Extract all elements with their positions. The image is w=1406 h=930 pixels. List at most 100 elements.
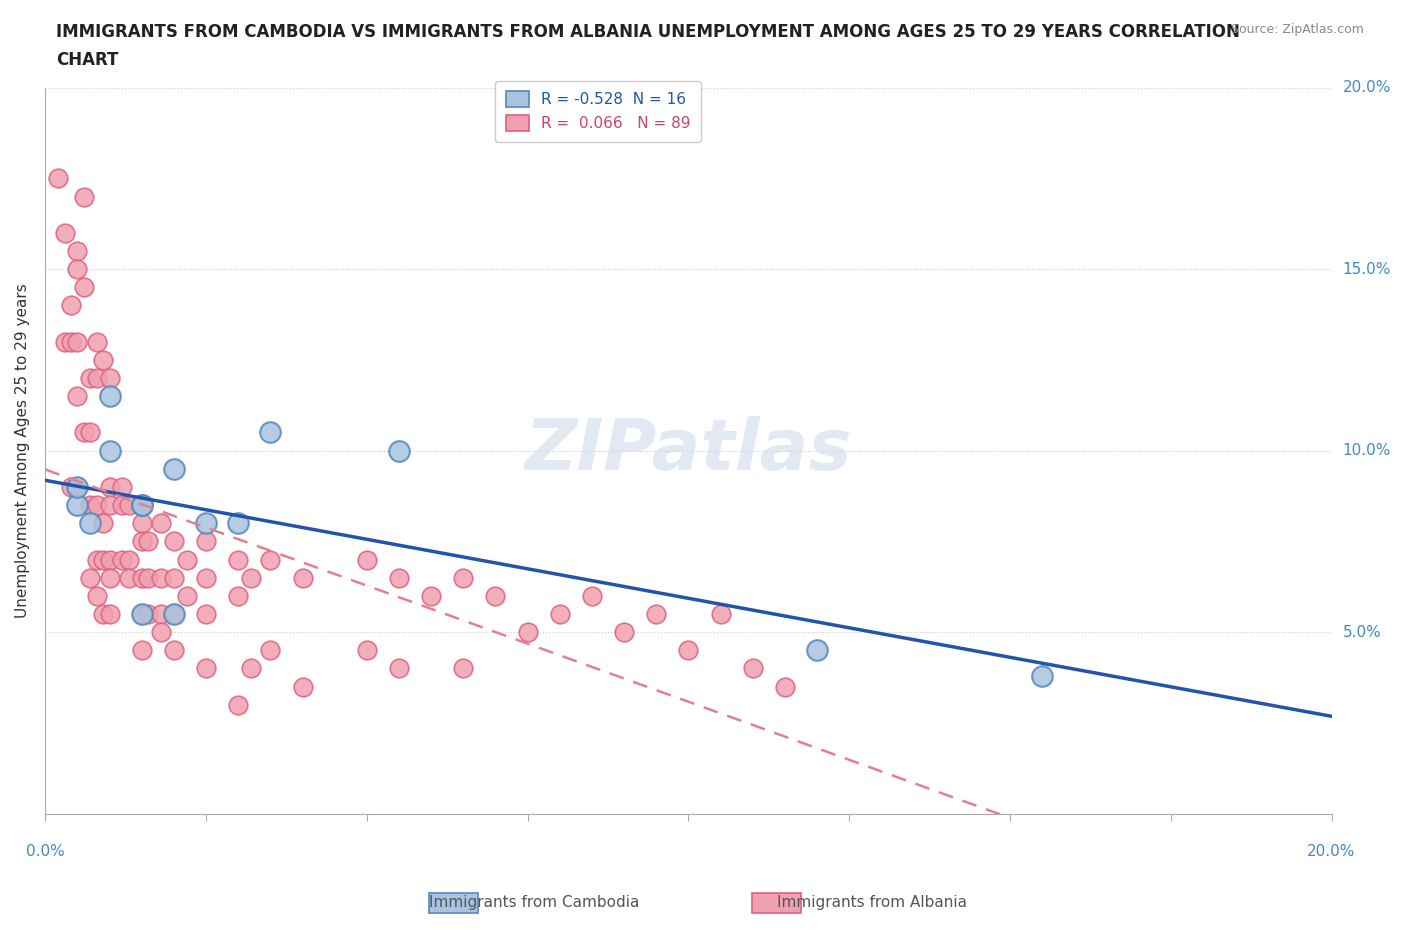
Point bbox=[259, 643, 281, 658]
Point bbox=[548, 606, 571, 621]
Point bbox=[291, 679, 314, 694]
Point bbox=[150, 625, 173, 640]
Point bbox=[131, 606, 153, 621]
Point bbox=[111, 480, 134, 495]
Point bbox=[86, 552, 108, 567]
Point bbox=[388, 661, 411, 676]
Point bbox=[226, 698, 249, 712]
Point bbox=[150, 570, 173, 585]
Point bbox=[66, 244, 89, 259]
Point bbox=[136, 606, 159, 621]
Point bbox=[73, 189, 96, 204]
Point bbox=[226, 516, 249, 531]
Point bbox=[59, 334, 82, 349]
Point bbox=[131, 570, 153, 585]
Point bbox=[98, 370, 121, 385]
Point bbox=[79, 516, 101, 531]
Point bbox=[79, 425, 101, 440]
Point bbox=[136, 534, 159, 549]
Point bbox=[66, 334, 89, 349]
Point bbox=[240, 661, 263, 676]
Point bbox=[613, 625, 636, 640]
Point bbox=[111, 552, 134, 567]
Point bbox=[195, 516, 218, 531]
Point bbox=[98, 606, 121, 621]
Point bbox=[59, 298, 82, 312]
Text: 15.0%: 15.0% bbox=[1343, 261, 1391, 276]
Point bbox=[66, 498, 89, 512]
Point bbox=[73, 280, 96, 295]
Point bbox=[91, 516, 114, 531]
Point bbox=[118, 570, 141, 585]
Text: IMMIGRANTS FROM CAMBODIA VS IMMIGRANTS FROM ALBANIA UNEMPLOYMENT AMONG AGES 25 T: IMMIGRANTS FROM CAMBODIA VS IMMIGRANTS F… bbox=[56, 23, 1240, 41]
Point bbox=[53, 334, 76, 349]
Point bbox=[388, 570, 411, 585]
Point bbox=[131, 516, 153, 531]
Point bbox=[195, 606, 218, 621]
Point bbox=[118, 552, 141, 567]
Point bbox=[259, 552, 281, 567]
Point bbox=[66, 389, 89, 404]
Point bbox=[176, 589, 198, 604]
Point bbox=[773, 679, 796, 694]
Point bbox=[131, 606, 153, 621]
Point bbox=[79, 570, 101, 585]
Text: Source: ZipAtlas.com: Source: ZipAtlas.com bbox=[1230, 23, 1364, 36]
Y-axis label: Unemployment Among Ages 25 to 29 years: Unemployment Among Ages 25 to 29 years bbox=[15, 284, 30, 618]
Point bbox=[163, 643, 186, 658]
Text: Immigrants from Cambodia: Immigrants from Cambodia bbox=[429, 895, 640, 910]
Point bbox=[66, 480, 89, 495]
Point bbox=[741, 661, 763, 676]
Point bbox=[356, 643, 378, 658]
Point bbox=[98, 444, 121, 458]
Point bbox=[46, 171, 69, 186]
Point bbox=[98, 570, 121, 585]
Point bbox=[131, 643, 153, 658]
Point bbox=[73, 425, 96, 440]
Point bbox=[98, 389, 121, 404]
Point bbox=[79, 370, 101, 385]
Text: 10.0%: 10.0% bbox=[1343, 443, 1391, 458]
Point bbox=[163, 606, 186, 621]
Point bbox=[1031, 669, 1053, 684]
Point bbox=[516, 625, 538, 640]
Point bbox=[388, 444, 411, 458]
Point bbox=[98, 552, 121, 567]
Point bbox=[195, 661, 218, 676]
Point bbox=[98, 480, 121, 495]
Point bbox=[259, 425, 281, 440]
Point bbox=[86, 370, 108, 385]
Point bbox=[163, 570, 186, 585]
Point bbox=[484, 589, 506, 604]
Point bbox=[111, 498, 134, 512]
Point bbox=[66, 261, 89, 276]
Point bbox=[226, 552, 249, 567]
Point bbox=[131, 534, 153, 549]
Point bbox=[131, 498, 153, 512]
Text: 20.0%: 20.0% bbox=[1308, 844, 1355, 859]
Point bbox=[291, 570, 314, 585]
Point bbox=[163, 461, 186, 476]
Point bbox=[86, 589, 108, 604]
Point bbox=[91, 606, 114, 621]
Text: 5.0%: 5.0% bbox=[1343, 625, 1381, 640]
Point bbox=[806, 643, 828, 658]
Point bbox=[645, 606, 668, 621]
Point bbox=[53, 225, 76, 240]
Point bbox=[59, 480, 82, 495]
Point bbox=[150, 606, 173, 621]
Point bbox=[86, 498, 108, 512]
Legend: R = -0.528  N = 16, R =  0.066   N = 89: R = -0.528 N = 16, R = 0.066 N = 89 bbox=[495, 81, 702, 141]
Point bbox=[136, 570, 159, 585]
Point bbox=[240, 570, 263, 585]
Point bbox=[79, 498, 101, 512]
Text: Immigrants from Albania: Immigrants from Albania bbox=[776, 895, 967, 910]
Point bbox=[131, 498, 153, 512]
Point bbox=[176, 552, 198, 567]
Point bbox=[420, 589, 443, 604]
Point bbox=[98, 498, 121, 512]
Text: 0.0%: 0.0% bbox=[25, 844, 65, 859]
Point bbox=[118, 498, 141, 512]
Point bbox=[150, 516, 173, 531]
Point bbox=[581, 589, 603, 604]
